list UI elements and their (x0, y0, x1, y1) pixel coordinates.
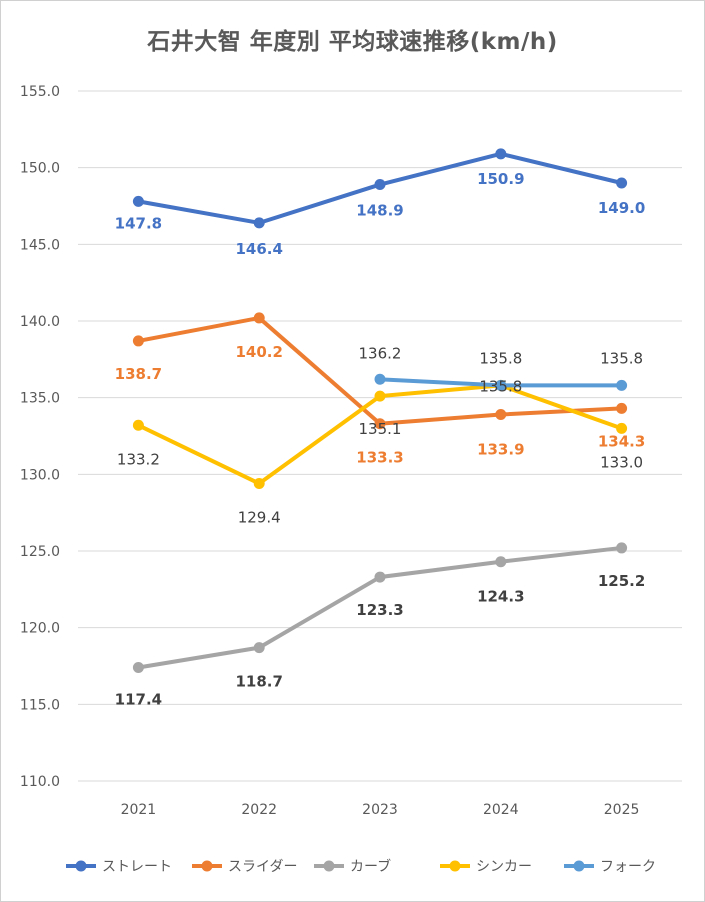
data-point (253, 642, 265, 654)
legend-label: フォーク (600, 859, 656, 875)
legend-swatch-marker (201, 860, 213, 872)
data-label: 133.3 (356, 449, 403, 467)
data-label: 118.7 (235, 673, 282, 691)
y-tick-label: 135.0 (20, 391, 60, 407)
y-tick-label: 120.0 (20, 621, 60, 637)
data-label: 133.9 (477, 441, 524, 459)
data-label: 135.8 (479, 349, 522, 367)
chart-title: 石井大智 年度別 平均球速推移(km/h) (147, 29, 558, 55)
x-tick-label: 2022 (241, 802, 277, 818)
data-label: 129.4 (238, 509, 281, 527)
y-tick-label: 145.0 (20, 237, 60, 253)
data-point (253, 478, 265, 490)
data-point (132, 195, 144, 207)
data-label: 135.1 (359, 420, 402, 438)
data-point (616, 177, 628, 189)
y-tick-label: 110.0 (20, 774, 60, 790)
data-label: 133.2 (117, 450, 160, 468)
legend-swatch-marker (449, 860, 461, 872)
x-tick-label: 2024 (483, 802, 519, 818)
data-point (253, 312, 265, 324)
data-point (374, 418, 386, 430)
legend-swatch-marker (573, 860, 585, 872)
legend: ストレート スライダー カーブ シンカー フォーク (66, 858, 656, 875)
data-point (132, 419, 144, 431)
data-label: 123.3 (356, 601, 403, 619)
data-label: 146.4 (235, 240, 282, 258)
data-label: 148.9 (356, 202, 403, 220)
x-tick-label: 2023 (362, 802, 398, 818)
data-label: 136.2 (359, 344, 402, 362)
data-label: 135.8 (600, 349, 643, 367)
data-point (616, 379, 628, 391)
data-label: 147.8 (115, 214, 162, 232)
y-tick-label: 140.0 (20, 314, 60, 330)
y-tick-label: 150.0 (20, 161, 60, 177)
data-point (616, 422, 628, 434)
data-point (495, 556, 507, 568)
y-tick-label: 125.0 (20, 544, 60, 560)
data-label: 133.0 (600, 453, 643, 471)
x-tick-label: 2021 (121, 802, 157, 818)
x-tick-label: 2025 (604, 802, 640, 818)
data-point (374, 390, 386, 402)
y-tick-label: 130.0 (20, 467, 60, 483)
data-point (495, 409, 507, 421)
legend-label: シンカー (476, 859, 532, 875)
legend-label: カーブ (350, 858, 391, 875)
data-label: 135.8 (479, 377, 522, 395)
data-point (374, 179, 386, 191)
data-point (616, 542, 628, 554)
data-label: 117.4 (115, 691, 162, 709)
legend-label: ストレート (102, 859, 172, 875)
data-point (253, 217, 265, 229)
data-labels: 147.8 146.4 148.9 150.9 149.0 138.7 140.2 133.3… (115, 170, 646, 709)
y-axis-ticks: 110.0 115.0 120.0 125.0 130.0 135.0 140.0 145.0… (20, 84, 60, 790)
data-point (374, 373, 386, 385)
data-label: 124.3 (477, 588, 524, 606)
y-tick-label: 155.0 (20, 84, 60, 100)
series-lines (132, 148, 628, 674)
legend-swatch-marker (75, 860, 87, 872)
data-point (495, 148, 507, 160)
data-label: 150.9 (477, 170, 524, 188)
y-tick-label: 115.0 (20, 697, 60, 713)
data-label: 140.2 (235, 343, 282, 361)
data-point (374, 571, 386, 583)
data-label: 134.3 (598, 432, 645, 450)
x-axis-ticks: 2021 2022 2023 2024 2025 (121, 802, 640, 818)
data-label: 149.0 (598, 199, 645, 217)
data-point (616, 402, 628, 414)
data-label: 125.2 (598, 572, 645, 590)
legend-swatch-marker (323, 860, 335, 872)
data-point (132, 335, 144, 347)
data-label: 138.7 (115, 365, 162, 383)
data-point (495, 379, 507, 391)
data-point (132, 662, 144, 674)
legend-label: スライダー (228, 859, 297, 875)
series-line (136, 315, 624, 426)
